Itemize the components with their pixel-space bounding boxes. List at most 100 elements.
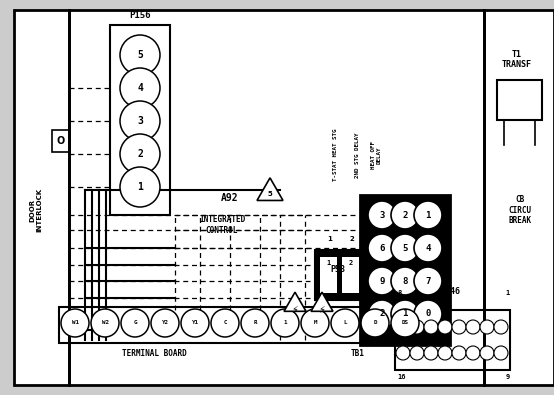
Circle shape: [368, 201, 396, 229]
Circle shape: [438, 320, 452, 334]
Text: P46: P46: [445, 287, 460, 296]
Bar: [0, 0, 14, 395]
Text: 8: 8: [397, 290, 401, 296]
Circle shape: [414, 300, 442, 328]
Circle shape: [61, 309, 89, 337]
Text: 2: 2: [350, 236, 355, 242]
Circle shape: [121, 309, 149, 337]
Text: 8: 8: [402, 276, 408, 286]
Text: 3: 3: [379, 211, 384, 220]
Circle shape: [151, 309, 179, 337]
Circle shape: [181, 309, 209, 337]
Bar: [69, 10, 484, 385]
Text: W2: W2: [101, 320, 109, 325]
Circle shape: [414, 201, 442, 229]
Circle shape: [480, 346, 494, 360]
Bar: [52, 130, 70, 152]
Bar: [395, 310, 510, 370]
Text: TERMINAL BOARD: TERMINAL BOARD: [122, 349, 186, 358]
Bar: [386, 257, 403, 293]
Circle shape: [391, 201, 419, 229]
Circle shape: [424, 320, 438, 334]
Circle shape: [494, 320, 508, 334]
Bar: [315, 250, 405, 300]
Circle shape: [120, 35, 160, 75]
Text: 1: 1: [425, 211, 430, 220]
Text: CB
CIRCU
BREAK: CB CIRCU BREAK: [509, 195, 531, 225]
Circle shape: [452, 346, 466, 360]
Circle shape: [331, 309, 359, 337]
Text: TB1: TB1: [351, 349, 365, 358]
Bar: [59, 307, 423, 343]
Text: ⚡: ⚡: [291, 305, 299, 315]
Text: DS: DS: [402, 320, 408, 325]
Text: G: G: [134, 320, 137, 325]
Circle shape: [410, 320, 424, 334]
Text: O: O: [57, 136, 65, 146]
Circle shape: [494, 346, 508, 360]
Bar: [0, 385, 554, 395]
Text: 5: 5: [268, 191, 273, 197]
Bar: [342, 257, 359, 293]
Text: T-STAT HEAT STG: T-STAT HEAT STG: [332, 129, 337, 181]
Text: 4: 4: [392, 260, 397, 266]
Circle shape: [391, 234, 419, 262]
Bar: [320, 257, 337, 293]
Circle shape: [120, 167, 160, 207]
Text: INTEGRATED
CONTROL: INTEGRATED CONTROL: [199, 215, 245, 235]
Text: 1: 1: [283, 320, 287, 325]
Text: A92: A92: [221, 193, 239, 203]
Text: C: C: [223, 320, 227, 325]
Text: 3: 3: [372, 236, 376, 242]
Text: 6: 6: [379, 243, 384, 252]
Text: M: M: [313, 320, 317, 325]
Text: 2ND STG DELAY: 2ND STG DELAY: [355, 132, 360, 178]
Circle shape: [396, 320, 410, 334]
Text: R: R: [253, 320, 257, 325]
Text: 2: 2: [137, 149, 143, 159]
Text: 9: 9: [506, 374, 510, 380]
Circle shape: [241, 309, 269, 337]
Text: 4: 4: [393, 236, 398, 242]
Text: HEAT OFF
DELAY: HEAT OFF DELAY: [371, 141, 381, 169]
Circle shape: [410, 346, 424, 360]
Bar: [360, 195, 450, 345]
Circle shape: [466, 346, 480, 360]
Circle shape: [391, 300, 419, 328]
Text: 5: 5: [402, 243, 408, 252]
Text: 3: 3: [371, 260, 375, 266]
Text: ⚡: ⚡: [319, 305, 325, 315]
Circle shape: [452, 320, 466, 334]
Text: 4: 4: [425, 243, 430, 252]
Circle shape: [91, 309, 119, 337]
Polygon shape: [311, 292, 333, 311]
Circle shape: [391, 267, 419, 295]
Circle shape: [396, 346, 410, 360]
Circle shape: [211, 309, 239, 337]
Text: 1: 1: [326, 260, 331, 266]
Circle shape: [120, 134, 160, 174]
Text: W1: W1: [71, 320, 79, 325]
Circle shape: [414, 234, 442, 262]
Text: 9: 9: [379, 276, 384, 286]
Polygon shape: [257, 178, 283, 201]
Circle shape: [438, 346, 452, 360]
Circle shape: [368, 300, 396, 328]
Bar: [364, 257, 381, 293]
Bar: [484, 10, 554, 385]
Text: DOOR
INTERLOCK: DOOR INTERLOCK: [29, 188, 43, 232]
Text: 4: 4: [137, 83, 143, 93]
Circle shape: [424, 346, 438, 360]
Circle shape: [466, 320, 480, 334]
Text: 0: 0: [425, 310, 430, 318]
Text: 1: 1: [506, 290, 510, 296]
Text: 1: 1: [327, 236, 332, 242]
Text: 2: 2: [379, 310, 384, 318]
Polygon shape: [284, 292, 306, 311]
Text: 3: 3: [137, 116, 143, 126]
Bar: [0, 0, 554, 10]
Text: L: L: [343, 320, 347, 325]
Text: D: D: [373, 320, 377, 325]
Circle shape: [368, 234, 396, 262]
Text: P156: P156: [129, 11, 151, 20]
